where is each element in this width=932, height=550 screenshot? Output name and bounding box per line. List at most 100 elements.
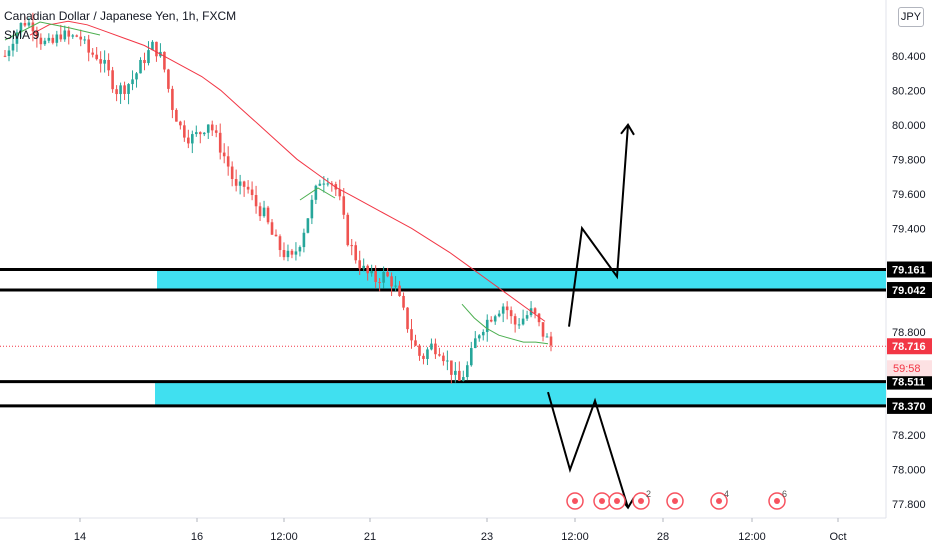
candle-body — [366, 265, 369, 274]
candle-body — [107, 59, 110, 71]
candle-body — [15, 32, 19, 44]
candle-body — [354, 245, 358, 261]
candle-body — [438, 354, 441, 356]
economic-event-icon[interactable]: 2 — [632, 489, 651, 510]
countdown-badge — [887, 360, 932, 377]
candle-body — [226, 156, 230, 167]
fast-ma-line — [299, 187, 336, 201]
candle-body — [434, 343, 437, 355]
candle-body — [338, 189, 342, 197]
candle-body — [119, 85, 122, 95]
candle-body — [246, 186, 250, 190]
candle-body — [151, 41, 154, 51]
candle-body — [394, 285, 397, 287]
economic-event-icon[interactable]: 4 — [710, 489, 729, 510]
economic-event-icon[interactable] — [666, 492, 684, 510]
level-price-badge-text: 78.370 — [892, 401, 926, 413]
candle-body — [358, 260, 362, 269]
candle-body — [43, 40, 47, 45]
candle-body — [167, 69, 170, 89]
economic-event-icon[interactable] — [593, 492, 611, 510]
x-tick-label: 16 — [191, 531, 203, 543]
candle-body — [214, 130, 218, 133]
candle-body — [390, 276, 393, 287]
economic-event-icon[interactable] — [608, 492, 626, 510]
candle-body — [450, 360, 453, 375]
economic-event-icon[interactable]: 6 — [768, 489, 787, 510]
candle-body — [370, 271, 373, 274]
candle-body — [537, 313, 541, 323]
candle-body — [386, 271, 389, 277]
candle-body — [95, 54, 98, 60]
candle-body — [155, 41, 158, 57]
candle-body — [234, 179, 238, 186]
candle-body — [458, 370, 461, 381]
event-dot — [672, 498, 678, 504]
candle-body — [206, 124, 210, 133]
candle-body — [533, 308, 537, 314]
economic-event-icon[interactable] — [566, 492, 584, 510]
candle-body — [342, 196, 346, 215]
candle-body — [135, 73, 138, 80]
candles — [3, 12, 553, 384]
candle-body — [505, 306, 509, 311]
candle-body — [469, 348, 473, 366]
candle-body — [290, 250, 294, 255]
x-tick-label: 12:00 — [561, 531, 589, 543]
level-price-badge — [887, 282, 932, 299]
level-price-badge — [887, 373, 932, 390]
candle-body — [27, 22, 31, 26]
candle-body — [111, 70, 114, 90]
candle-body — [258, 206, 262, 217]
y-tick-label: 78.800 — [892, 327, 926, 339]
candle-body — [11, 43, 15, 51]
bullish-scenario-path — [568, 124, 629, 327]
candle-body — [3, 55, 7, 57]
candle-body — [446, 360, 449, 362]
candle-body — [163, 51, 166, 70]
level-price-badge — [887, 261, 932, 278]
y-tick-label: 80.400 — [892, 51, 926, 63]
candle-body — [509, 310, 513, 317]
candle-body — [198, 132, 202, 135]
candle-body — [238, 181, 242, 186]
event-dot — [716, 498, 722, 504]
candle-body — [278, 236, 282, 251]
candle-body — [254, 195, 258, 207]
candle-body — [382, 271, 385, 283]
level-price-badge-text: 78.511 — [892, 377, 925, 389]
x-tick-label: 21 — [364, 531, 376, 543]
candle-body — [374, 271, 377, 283]
candle-body — [497, 313, 501, 317]
candle-body — [282, 250, 286, 258]
candle-body — [266, 207, 270, 223]
candle-body — [294, 251, 298, 255]
candle-body — [466, 365, 469, 378]
candle-body — [501, 306, 505, 314]
x-tick-label: 12:00 — [270, 531, 298, 543]
candle-body — [286, 250, 290, 258]
support-resistance-zone — [157, 269, 886, 291]
candle-body — [67, 30, 71, 37]
candle-body — [143, 59, 146, 64]
candle-body — [242, 181, 246, 187]
candle-body — [517, 324, 521, 326]
candle-body — [493, 316, 497, 322]
candle-body — [326, 183, 330, 185]
candle-body — [19, 23, 23, 33]
y-tick-label: 78.000 — [892, 465, 926, 477]
candle-body — [513, 316, 517, 325]
candle-body — [230, 166, 234, 180]
candle-body — [462, 377, 465, 381]
candle-body — [35, 31, 39, 38]
candle-body — [362, 265, 365, 269]
currency-badge[interactable]: JPY — [898, 7, 924, 27]
candle-body — [63, 30, 67, 40]
candle-body — [346, 214, 350, 246]
y-tick-label: 79.800 — [892, 154, 926, 166]
fast-ma-line — [4, 21, 101, 41]
candle-body — [191, 134, 194, 144]
event-dot — [638, 498, 644, 504]
candle-body — [103, 59, 106, 64]
